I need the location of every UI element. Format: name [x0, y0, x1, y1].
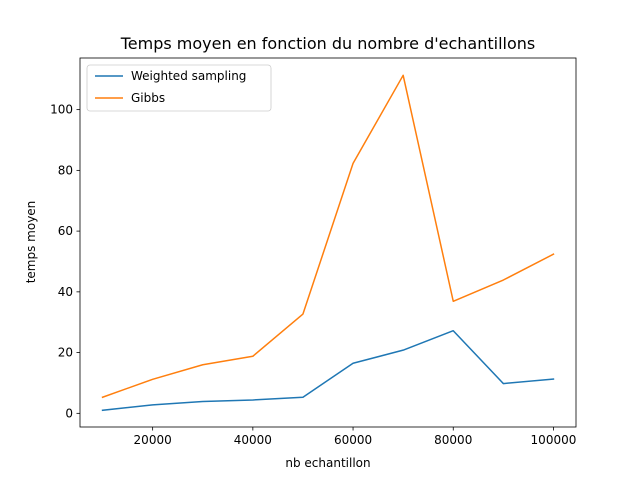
y-tick-label: 20 [58, 346, 73, 360]
x-axis-label: nb echantillon [285, 456, 370, 470]
legend-box [86, 64, 272, 112]
x-tick-label: 40000 [234, 433, 272, 447]
y-axis-label: temps moyen [24, 201, 38, 284]
axes-frame [79, 57, 577, 428]
y-tick-label: 0 [65, 406, 73, 420]
y-tick-label: 100 [50, 103, 73, 117]
legend: Weighted sampling Gibbs [86, 64, 272, 112]
series-line-0 [101, 329, 555, 412]
x-tick-label: 60000 [334, 433, 372, 447]
plot-area: 20000 40000 60000 80000 100000 0 20 40 60 80 100 [50, 57, 577, 447]
x-tick-label: 100000 [531, 433, 577, 447]
y-tick-label: 60 [58, 224, 73, 238]
x-tick-label: 80000 [434, 433, 472, 447]
chart-title: Temps moyen en fonction du nombre d'echa… [120, 34, 536, 53]
x-tick-label: 20000 [134, 433, 172, 447]
legend-label-0: Weighted sampling [131, 69, 246, 83]
y-tick-label: 80 [58, 163, 73, 177]
legend-label-1: Gibbs [131, 91, 165, 105]
y-tick-label: 40 [58, 285, 73, 299]
series-line-1 [101, 74, 555, 399]
